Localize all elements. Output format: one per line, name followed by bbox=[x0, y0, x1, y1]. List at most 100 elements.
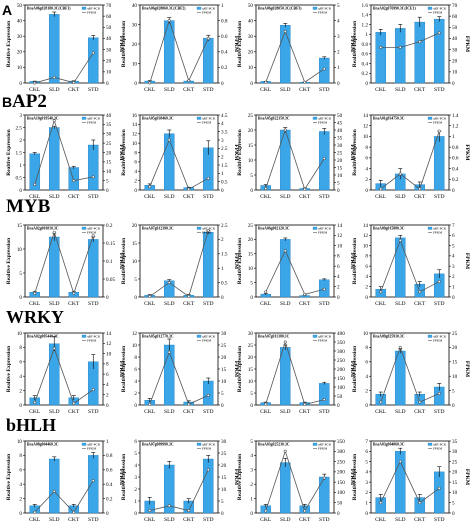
chart-20-fpkm-point bbox=[379, 501, 383, 505]
chart-20-y2tick-label: 0 bbox=[452, 511, 455, 517]
chart-11-xtick-label: CKT bbox=[299, 301, 311, 307]
chart-12-ytick-label: 12 bbox=[363, 233, 369, 239]
chart-10-y2tick-label: 0.5 bbox=[221, 280, 228, 286]
chart-18-fpkm-point bbox=[187, 509, 191, 513]
chart-11-legend-swatch-qrt bbox=[312, 226, 318, 230]
chart-7-ytick-label: 25 bbox=[248, 113, 254, 119]
chart-3-y2tick-label: 1 bbox=[337, 65, 340, 71]
chart-15-y2tick-label: 250 bbox=[337, 358, 345, 364]
chart-4-y2label: FPKM bbox=[464, 36, 470, 53]
chart-12-title: BraA09g015880.3C bbox=[373, 227, 405, 231]
chart-19-frame bbox=[255, 440, 335, 514]
chart-17-fpkm-point bbox=[52, 489, 56, 493]
chart-17-legend-swatch-qrt bbox=[81, 442, 87, 446]
chart-5-y2tick-label: 20 bbox=[106, 150, 112, 156]
chart-12-y2label: FPKM bbox=[464, 253, 470, 270]
chart-6-ytick-label: 6 bbox=[134, 160, 137, 166]
chart-7-y2tick-label: 45 bbox=[337, 120, 343, 126]
chart-4-y2tick-label: 50 bbox=[452, 25, 458, 31]
chart-3-y2tick-label: 4 bbox=[337, 18, 340, 24]
chart-14-fpkm-point bbox=[206, 393, 210, 397]
chart-6-fpkm-point bbox=[206, 176, 210, 180]
chart-20-y2tick-label: 10 bbox=[452, 490, 458, 496]
chart-1-bar-sld bbox=[48, 14, 60, 84]
chart-6-fpkm-point bbox=[187, 187, 191, 191]
chart-16-title: BraA09g025910.3C bbox=[373, 335, 405, 339]
chart-17-legend-qrt: qRT-PCR bbox=[87, 442, 101, 446]
chart-3-ytick-label: 30 bbox=[248, 34, 254, 40]
chart-4-title: BraA02g076990.3C(ICE1) bbox=[373, 7, 416, 11]
chart-6-y2tick-label: 1.5 bbox=[221, 163, 228, 169]
chart-5-xtick-label: SLD bbox=[49, 194, 60, 200]
chart-11-title: BraA06g002120.3C bbox=[258, 227, 290, 231]
chart-5-xtick-label: CKL bbox=[29, 194, 41, 200]
chart-16-fpkm-point bbox=[418, 400, 422, 404]
chart-13-xtick-label: CKL bbox=[29, 409, 41, 415]
chart-18-xtick-label: SLD bbox=[164, 517, 175, 523]
chart-20-frame bbox=[370, 440, 450, 514]
chart-1-xtick-label: CKT bbox=[68, 87, 80, 93]
chart-13-y2tick-label: 2 bbox=[106, 393, 109, 399]
chart-9-ylabel: Realtive Expression bbox=[6, 238, 12, 285]
chart-17-y2tick-label: 0.8 bbox=[106, 453, 113, 459]
chart-20-y2tick-label: 5 bbox=[452, 501, 455, 507]
chart-10-ylabel: Realtive Expression bbox=[121, 238, 127, 285]
chart-13-ytick-label: 4 bbox=[19, 374, 22, 380]
chart-3-bar-std bbox=[318, 57, 330, 84]
chart-7-y2label: FPKM bbox=[349, 144, 355, 161]
chart-20-bar-std bbox=[433, 471, 445, 514]
chart-10-y2tick-label: 1.5 bbox=[221, 252, 228, 258]
chart-18-legend-fpkm: FPKM bbox=[202, 447, 211, 451]
chart-10-y2label: FPKM bbox=[233, 253, 239, 270]
chart-19-ytick-label: 1 bbox=[250, 496, 253, 502]
chart-7-y2tick-label: 40 bbox=[337, 128, 343, 134]
chart-19-fpkm-point bbox=[283, 449, 287, 453]
chart-18-y2tick-label: 5 bbox=[221, 499, 224, 505]
chart-13-title: BraA02g005440.3C bbox=[27, 335, 59, 339]
chart-7-fpkm-point bbox=[303, 187, 307, 191]
chart-1-ylabel: Realtive Expression bbox=[6, 21, 12, 68]
chart-1-fpkm-point bbox=[91, 51, 95, 55]
chart-1-y2tick-label: 20 bbox=[106, 59, 112, 65]
chart-6-y2tick-label: 2 bbox=[221, 154, 224, 160]
chart-3-y2tick-label: 2 bbox=[337, 50, 340, 56]
chart-18-fpkm-point bbox=[206, 468, 210, 472]
chart-8-ytick-label: 14 bbox=[363, 113, 369, 119]
chart-15-y2tick-label: 400 bbox=[337, 331, 345, 337]
chart-7-bar-std bbox=[318, 131, 330, 191]
chart-4-xtick-label: SLD bbox=[395, 87, 406, 93]
chart-17-y2tick-label: 0.6 bbox=[106, 468, 113, 474]
chart-8-y2tick-label: 1.4 bbox=[452, 113, 459, 119]
chart-16-y2tick-label: 5 bbox=[452, 388, 455, 394]
chart-16-legend-fpkm: FPKM bbox=[433, 339, 442, 343]
chart-20-xtick-label: CKL bbox=[375, 517, 387, 523]
chart-13-fpkm-point bbox=[33, 400, 37, 404]
chart-19-fpkm-point bbox=[322, 476, 326, 480]
chart-6-y2tick-label: 1 bbox=[221, 171, 224, 177]
chart-6-xtick-label: SLD bbox=[164, 194, 175, 200]
chart-15-ytick-label: 5 bbox=[250, 391, 253, 397]
chart-9-fpkm-point bbox=[33, 291, 37, 295]
chart-2-y2tick-label: 1 bbox=[221, 3, 224, 9]
chart-8-ytick-label: 4 bbox=[365, 166, 368, 172]
chart-13-y2tick-label: 8 bbox=[106, 362, 109, 368]
chart-18-fpkm-point bbox=[167, 504, 171, 508]
chart-12-legend-swatch-qrt bbox=[427, 226, 433, 230]
chart-15-fpkm-point bbox=[322, 398, 326, 402]
chart-16-xtick-label: CKL bbox=[375, 409, 387, 415]
chart-14-legend-qrt: qRT-PCR bbox=[202, 334, 216, 338]
chart-3-y2tick-label: 3 bbox=[337, 34, 340, 40]
chart-11-ytick-label: 20 bbox=[248, 237, 254, 243]
chart-3-y2tick-label: 5 bbox=[337, 3, 340, 9]
chart-2-xtick-label: CKT bbox=[183, 87, 195, 93]
chart-6-ytick-label: 16 bbox=[132, 113, 138, 119]
chart-10-y2tick-label: 0 bbox=[221, 295, 224, 301]
chart-3-frame bbox=[255, 4, 335, 84]
chart-14-fpkm-point bbox=[187, 402, 191, 406]
chart-20-y2tick-label: 25 bbox=[452, 459, 458, 465]
chart-7-xtick-label: CKT bbox=[299, 194, 311, 200]
chart-18-y2tick-label: 15 bbox=[221, 475, 227, 481]
chart-7-fpkm-point bbox=[283, 128, 287, 132]
chart-4-xtick-label: STD bbox=[434, 87, 445, 93]
chart-6-fpkm-point bbox=[148, 185, 152, 189]
